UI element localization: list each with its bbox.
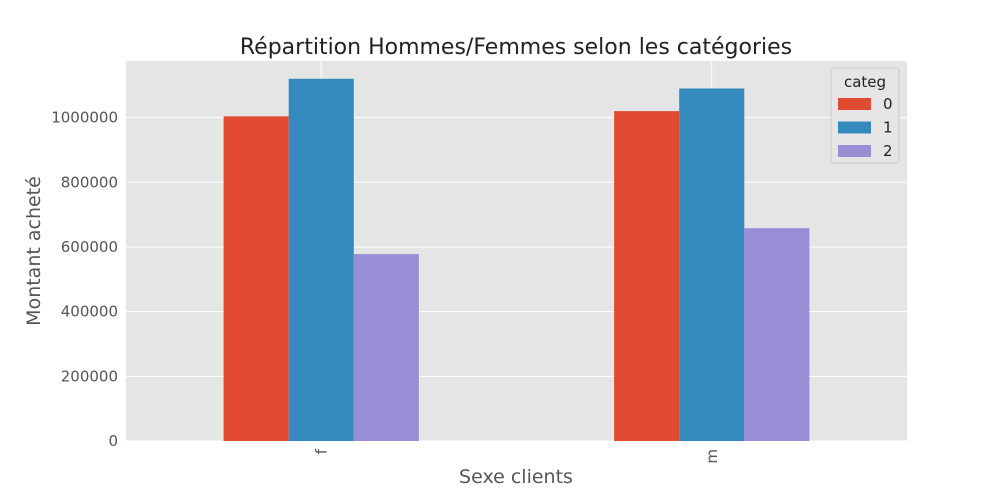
legend-label: 0: [883, 95, 893, 113]
y-tick-label: 1000000: [51, 109, 118, 127]
legend-title: categ: [844, 73, 886, 91]
legend-swatch: [838, 98, 871, 110]
legend: categ 0 1 2: [830, 67, 900, 164]
bars: [223, 78, 810, 442]
legend-swatch: [838, 145, 871, 157]
x-tick-label: f: [312, 448, 330, 454]
x-tick-label: m: [703, 449, 721, 464]
legend-label: 2: [883, 142, 893, 160]
bar-m-categ-2: [744, 228, 810, 441]
bar-f-categ-1: [288, 78, 354, 441]
y-tick-label: 800000: [61, 173, 118, 191]
legend-swatch: [838, 121, 871, 134]
tick-labels: 0 200000 400000 600000 800000 1000000 f m: [51, 109, 721, 464]
y-tick-label: 400000: [61, 303, 118, 321]
bar-m-categ-1: [679, 88, 745, 441]
bar-f-categ-2: [353, 254, 419, 441]
y-tick-label: 600000: [61, 238, 118, 256]
y-tick-label: 200000: [61, 367, 118, 385]
legend-box: [830, 67, 900, 164]
y-tick-label: 0: [108, 432, 118, 450]
bar-m-categ-0: [614, 111, 680, 442]
legend-label: 1: [883, 119, 893, 137]
x-axis-label: Sexe clients: [459, 466, 573, 488]
y-axis-label: Montant acheté: [23, 176, 45, 326]
chart-title: Répartition Hommes/Femmes selon les caté…: [240, 35, 792, 60]
bar-f-categ-0: [223, 116, 289, 441]
